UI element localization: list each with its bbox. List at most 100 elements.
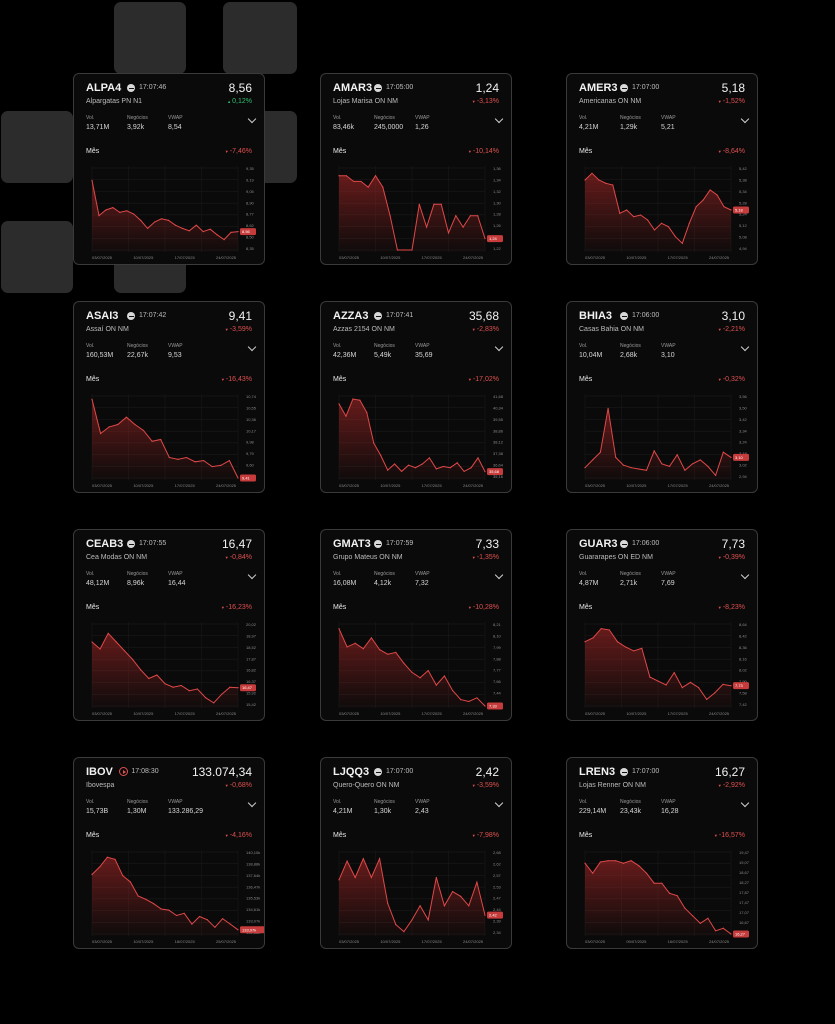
price-line xyxy=(91,399,239,479)
stat-label: Vol. xyxy=(86,115,95,121)
triangle-down-icon: ▼ xyxy=(224,555,230,560)
period-change: ▼ -10,28% xyxy=(468,604,499,611)
quote-card-guar3[interactable]: GUAR3 17:06:00 7,73 Guararapes ON ED NM ▼ -0… xyxy=(566,529,758,721)
quote-time: 17:07:46 xyxy=(139,84,167,91)
quote-card-ljqq3[interactable]: LJQQ3 17:07:00 2,42 Quero-Quero ON NM ▼ -3,5… xyxy=(320,757,512,949)
quote-card-amar3[interactable]: AMAR3 17:05:00 1,24 Lojas Marisa ON NM ▼ -3,… xyxy=(320,73,512,265)
price-point xyxy=(338,628,340,630)
price-point xyxy=(645,469,648,471)
stat-label: VWAP xyxy=(415,343,430,349)
y-tick-label: 133,07k xyxy=(246,919,260,924)
y-tick-label: 3,24 xyxy=(739,440,748,445)
price-point xyxy=(633,216,635,218)
y-tick-label: 8,02 xyxy=(739,668,748,673)
period-label: Mês xyxy=(579,832,593,839)
x-tick-label: 18/07/2025 xyxy=(175,939,196,944)
ticker-symbol: GUAR3 xyxy=(579,538,618,550)
price-point xyxy=(106,856,108,858)
stat-label: VWAP xyxy=(661,115,676,121)
ticker-symbol: LREN3 xyxy=(579,766,616,778)
price-point xyxy=(657,680,659,682)
price-area xyxy=(585,408,731,480)
price-point xyxy=(107,632,109,634)
price-area xyxy=(585,173,731,252)
price-point xyxy=(105,209,107,211)
price-point xyxy=(147,227,149,229)
triangle-up-icon: ▲ xyxy=(227,99,233,104)
price-point xyxy=(676,895,678,897)
period-change: ▼ -16,43% xyxy=(221,376,252,383)
last-price-tag xyxy=(733,930,749,938)
price-point xyxy=(442,465,444,468)
quote-card-alpa4[interactable]: ALPA4 17:07:46 8,56 Alpargatas PN N1 ▲ 0,12%… xyxy=(73,73,265,265)
price-point xyxy=(722,451,724,453)
triangle-down-icon: ▼ xyxy=(471,833,477,838)
x-tick-label: 24/07/2025 xyxy=(463,711,484,716)
price-point xyxy=(674,236,676,238)
price-point xyxy=(204,697,207,699)
y-tick-label: 140,10k xyxy=(246,850,260,855)
x-tick-label: 10/07/2025 xyxy=(626,255,647,260)
y-tick-label: 1,32 xyxy=(493,189,502,194)
daily-change-value: -1,52% xyxy=(722,98,745,105)
company-name: Guararapes ON ED NM xyxy=(579,554,653,561)
quote-card-ceab3[interactable]: CEAB3 17:07:55 16,47 Cea Modas ON NM ▼ -0,84… xyxy=(73,529,265,721)
stat-value: 13,71M xyxy=(86,124,110,131)
price-point xyxy=(142,429,145,432)
stat-label: Vol. xyxy=(86,571,95,577)
daily-change-value: -0,68% xyxy=(229,782,252,789)
price-point xyxy=(191,923,193,925)
stat-label: Negócios xyxy=(374,115,395,121)
triangle-down-icon: ▼ xyxy=(717,149,723,154)
price-point xyxy=(484,237,486,240)
price-point xyxy=(638,865,640,867)
y-tick-label: 8,42 xyxy=(739,633,748,638)
price-point xyxy=(353,180,355,183)
quote-card-gmat3[interactable]: GMAT3 17:07:59 7,33 Grupo Mateus ON NM ▼ -1,… xyxy=(320,529,512,721)
price-point xyxy=(382,186,384,188)
stat-value: 15,73B xyxy=(86,808,109,815)
quote-card-bhia3[interactable]: BHIA3 17:06:00 3,10 Casas Bahia ON NM ▼ -2,2… xyxy=(566,301,758,493)
quote-card-azza3[interactable]: AZZA3 17:07:41 35,68 Azzas 2154 ON NM ▼ -2,8… xyxy=(320,301,512,493)
y-tick-label: 136,47k xyxy=(246,884,260,889)
triangle-down-icon: ▼ xyxy=(471,327,477,332)
price-point xyxy=(160,438,162,441)
price-point xyxy=(123,650,126,652)
period-change-value: -4,16% xyxy=(229,832,252,839)
price-point xyxy=(407,464,410,466)
quote-card-amer3[interactable]: AMER3 17:07:00 5,18 Americanas ON NM ▼ -1,52… xyxy=(566,73,758,265)
stat-value: 245,0000 xyxy=(374,124,404,131)
x-tick-label: 17/07/2025 xyxy=(668,255,689,260)
price-point xyxy=(730,685,732,687)
stat-label: Vol. xyxy=(579,115,588,121)
quote-card-asai3[interactable]: ASAI3 17:07:42 9,41 Assaí ON NM ▼ -3,59% Vol.… xyxy=(73,301,265,493)
x-tick-label: 25/07/2025 xyxy=(216,939,237,944)
quote-time: 17:08:30 xyxy=(131,768,159,775)
y-tick-label: 3,56 xyxy=(739,394,748,399)
last-price-tag-label: 3,10 xyxy=(735,455,744,460)
price-point xyxy=(380,454,382,457)
daily-change-value: -2,83% xyxy=(476,326,499,333)
price-point xyxy=(600,628,602,630)
price-chart: 2,68 2,62 2,57 2,53 2,47 2,44 2,39 2,34 03/07/20… xyxy=(338,850,503,944)
period-change-value: -7,46% xyxy=(229,148,252,155)
price-chart: 20,02 18,97 18,52 17,87 16,82 16,37 15,92 15,42… xyxy=(91,622,257,716)
stat-value: 8,54 xyxy=(168,124,182,131)
x-tick-label: 03/07/2025 xyxy=(339,711,360,716)
daily-change: ▼ -3,59% xyxy=(225,326,252,333)
price-chart: 8,64 8,42 8,36 8,16 8,02 7,90 7,58 7,42 03/07/20… xyxy=(584,622,749,716)
price-point xyxy=(697,687,700,689)
quote-time: 17:06:00 xyxy=(632,312,660,319)
price-point xyxy=(196,688,199,690)
y-tick-label: 2,57 xyxy=(493,873,502,878)
quote-card-lren3[interactable]: LREN3 17:07:00 16,27 Lojas Renner ON NM ▼ -2… xyxy=(566,757,758,949)
quote-card-ibov[interactable]: IBOV 17:08:30 133.074,34 Ibovespa ▼ -0,68% Vo… xyxy=(73,757,265,949)
price-point xyxy=(414,467,417,469)
daily-change-value: -0,84% xyxy=(229,554,252,561)
price-point xyxy=(99,648,101,650)
price-point xyxy=(164,683,166,685)
company-name: Azzas 2154 ON NM xyxy=(333,326,395,333)
stat-value: 229,14M xyxy=(579,808,607,815)
y-tick-label: 17,87 xyxy=(246,656,257,661)
period-label: Mês xyxy=(333,604,347,611)
